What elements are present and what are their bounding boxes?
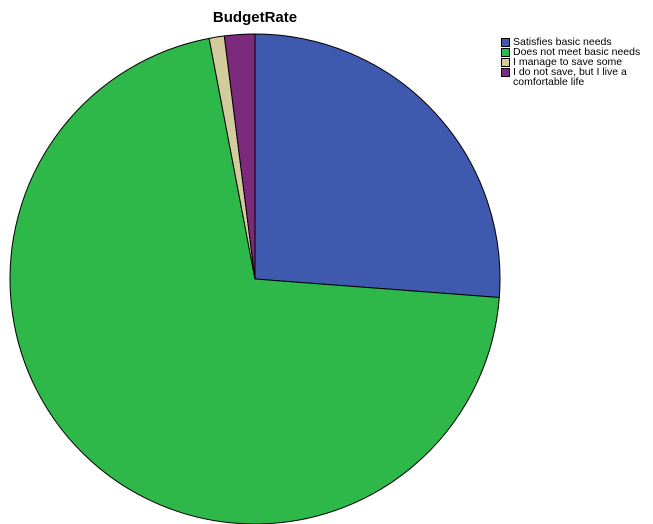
legend-item-3: I manage to save some: [501, 57, 651, 67]
pie-slice-1: [254, 33, 501, 298]
chart-title: BudgetRate: [212, 9, 298, 26]
legend-swatch: [501, 48, 510, 57]
legend-label: I do not save, but I live a comfortable …: [513, 66, 627, 88]
legend-swatch: [501, 68, 510, 77]
legend-item-2: Does not meet basic needs: [501, 47, 651, 57]
legend-item-4: I do not save, but I live a comfortable …: [501, 67, 651, 87]
legend-label: I manage to save some: [513, 56, 623, 68]
legend-item-1: Satisfies basic needs: [501, 37, 651, 47]
legend-label: Satisfies basic needs: [513, 36, 612, 48]
pie-slice-4: [223, 33, 256, 280]
pie-slice-2: [9, 37, 500, 524]
legend-swatch: [501, 38, 510, 47]
legend-swatch: [501, 58, 510, 67]
legend: Satisfies basic needs Does not meet basic…: [501, 37, 651, 87]
legend-label: Does not meet basic needs: [513, 46, 641, 58]
